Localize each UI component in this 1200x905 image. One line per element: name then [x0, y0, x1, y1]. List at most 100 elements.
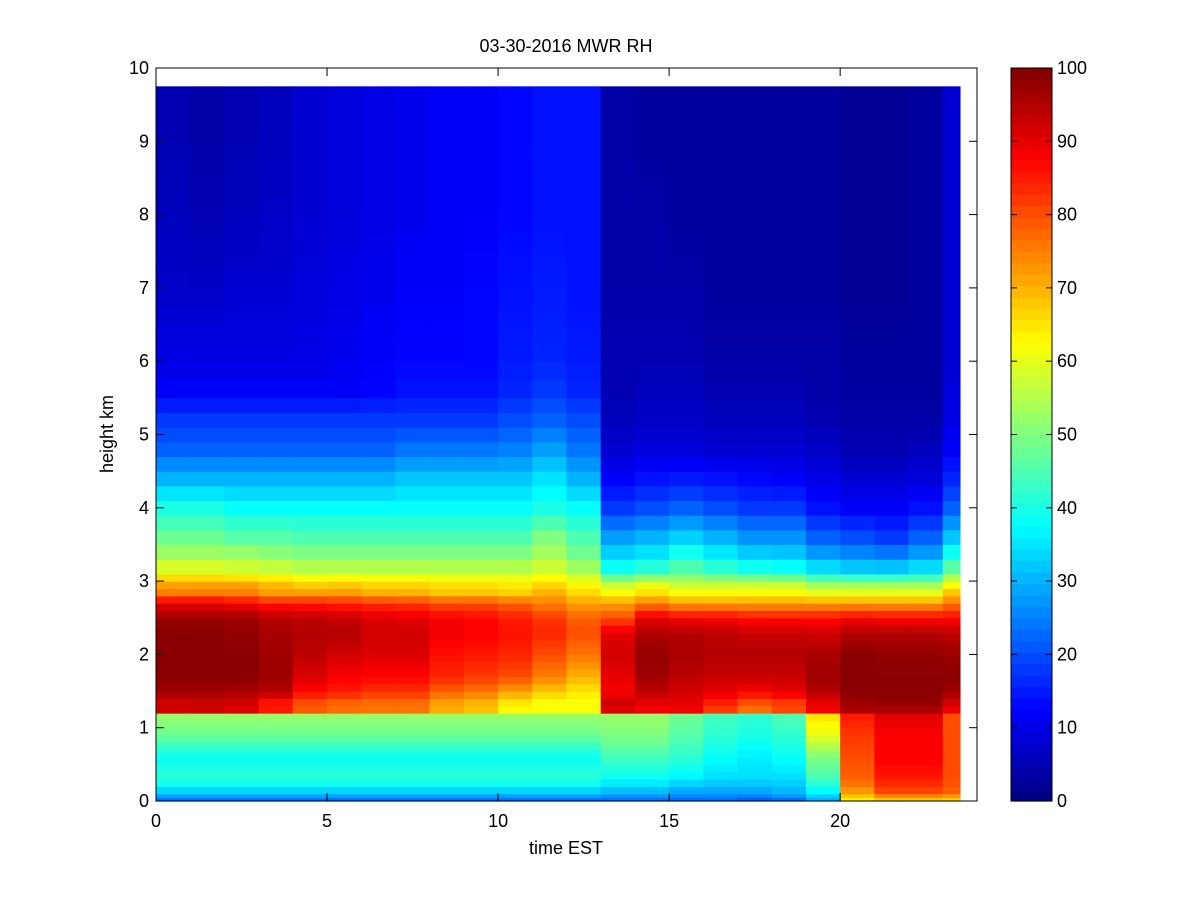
heatmap-cell: [737, 287, 773, 307]
heatmap-cell: [327, 141, 362, 161]
heatmap-cell: [703, 617, 739, 626]
heatmap-cell: [566, 588, 602, 597]
heatmap-cell: [703, 676, 739, 685]
heatmap-cell: [669, 610, 704, 619]
heatmap-cell: [669, 698, 704, 707]
colorbar-segment: [1011, 720, 1052, 733]
heatmap-cell: [224, 683, 260, 692]
heatmap-cell: [566, 647, 602, 655]
heatmap-cell: [395, 361, 431, 381]
heatmap-cell: [874, 196, 910, 216]
heatmap-cell: [908, 214, 944, 234]
heatmap-cell: [669, 588, 704, 597]
heatmap-cell: [395, 669, 431, 677]
heatmap-cell: [874, 306, 910, 326]
heatmap-cell: [908, 625, 944, 634]
heatmap-cell: [258, 669, 294, 677]
heatmap-cell: [737, 661, 773, 670]
heatmap-cell: [463, 742, 499, 751]
heatmap-cell: [498, 441, 533, 458]
heatmap-cell: [600, 306, 636, 326]
heatmap-cell: [395, 742, 431, 751]
heatmap-cell: [634, 639, 670, 648]
heatmap-cell: [703, 698, 739, 707]
heatmap-cell: [874, 379, 910, 399]
heatmap-cell: [566, 705, 602, 714]
heatmap-cell: [361, 427, 397, 443]
heatmap-cell: [908, 324, 944, 344]
heatmap-cell: [840, 691, 875, 699]
heatmap-cell: [258, 342, 294, 362]
heatmap-cell: [190, 544, 226, 560]
heatmap-cell: [805, 251, 841, 271]
heatmap-cell: [361, 361, 397, 381]
heatmap-cell: [429, 647, 465, 655]
heatmap-cell: [532, 713, 568, 721]
heatmap-cell: [429, 306, 465, 326]
heatmap-cell: [327, 427, 362, 443]
heatmap-cell: [532, 573, 568, 582]
heatmap-cell: [224, 141, 260, 161]
heatmap-cell: [840, 632, 875, 641]
heatmap-cell: [429, 159, 465, 179]
heatmap-cell: [634, 573, 670, 582]
heatmap-cell: [463, 610, 499, 619]
heatmap-cell: [703, 683, 739, 692]
heatmap-cell: [156, 720, 191, 729]
heatmap-cell: [600, 603, 636, 612]
heatmap-cell: [498, 764, 533, 773]
heatmap-cell: [805, 86, 841, 106]
heatmap-cell: [874, 581, 910, 590]
heatmap-cell: [703, 735, 739, 743]
heatmap-cell: [840, 287, 875, 307]
heatmap-cell: [532, 603, 568, 612]
heatmap-cell: [190, 251, 226, 271]
heatmap-cell: [942, 471, 961, 487]
heatmap-cell: [327, 379, 362, 399]
heatmap-cell: [634, 287, 670, 307]
heatmap-cell: [361, 720, 397, 729]
heatmap-cell: [669, 713, 704, 721]
heatmap-cell: [874, 676, 910, 685]
heatmap-cell: [429, 603, 465, 612]
heatmap-cell: [874, 617, 910, 626]
heatmap-cell: [429, 720, 465, 729]
heatmap-cell: [292, 720, 328, 729]
colorbar-segment: [1011, 709, 1052, 722]
heatmap-cell: [566, 581, 602, 590]
heatmap-cell: [566, 632, 602, 641]
heatmap-cell: [874, 232, 910, 252]
heatmap-cell: [429, 122, 465, 142]
heatmap-cell: [498, 500, 533, 516]
heatmap-cell: [190, 361, 226, 381]
heatmap-cell: [566, 735, 602, 743]
heatmap-cell: [669, 177, 704, 197]
heatmap-cell: [840, 251, 875, 271]
heatmap-cell: [805, 159, 841, 179]
heatmap-cell: [532, 485, 568, 502]
heatmap-cell: [498, 581, 533, 590]
heatmap-cell: [292, 764, 328, 773]
heatmap-cell: [395, 500, 431, 516]
heatmap-cell: [156, 764, 191, 773]
heatmap-cell: [190, 786, 226, 795]
heatmap-cell: [395, 698, 431, 707]
heatmap-cell: [840, 588, 875, 597]
heatmap-cell: [292, 749, 328, 758]
heatmap-cell: [703, 632, 739, 641]
heatmap-cell: [634, 441, 670, 458]
heatmap-cell: [908, 500, 944, 516]
heatmap-cell: [634, 683, 670, 692]
heatmap-cell: [874, 786, 910, 795]
heatmap-cell: [805, 793, 841, 798]
heatmap-cell: [771, 742, 807, 751]
heatmap-cell: [498, 324, 533, 344]
heatmap-cell: [669, 379, 704, 399]
heatmap-cell: [327, 104, 362, 124]
heatmap-cell: [532, 779, 568, 787]
heatmap-cell: [532, 441, 568, 458]
heatmap-cell: [429, 713, 465, 721]
heatmap-cell: [942, 177, 961, 197]
heatmap-cell: [634, 306, 670, 326]
heatmap-cell: [634, 269, 670, 289]
